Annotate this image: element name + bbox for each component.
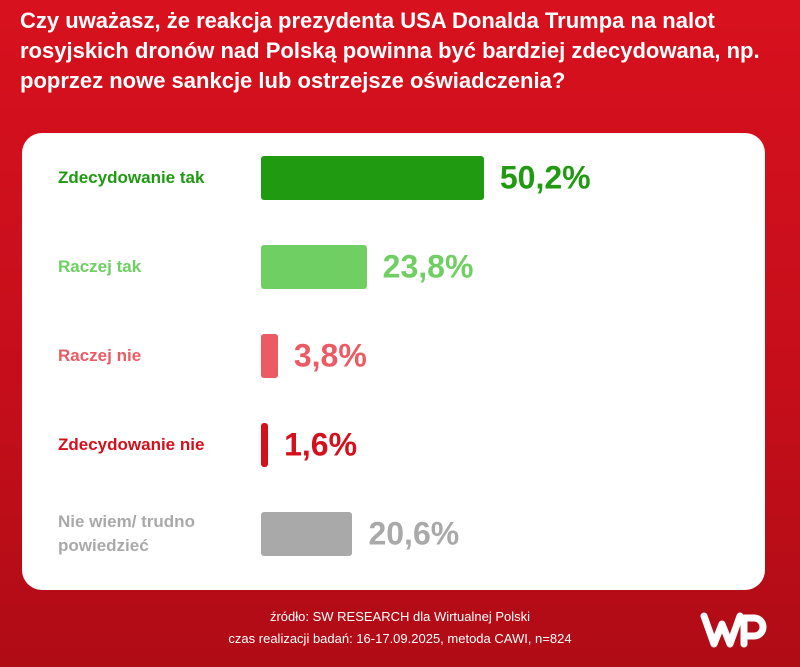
bar bbox=[261, 245, 367, 289]
bar bbox=[261, 156, 484, 200]
bar bbox=[261, 512, 353, 556]
value-label: 50,2% bbox=[499, 159, 591, 196]
bar bbox=[261, 334, 278, 378]
source: źródło: SW RESEARCH dla Wirtualnej Polsk… bbox=[269, 609, 531, 624]
chart-card: Zdecydowanie tak 50,2% Raczej tak 23,8% Racz… bbox=[22, 133, 765, 590]
value-label: 23,8% bbox=[382, 248, 474, 285]
bar bbox=[261, 423, 269, 467]
footnote: czas realizacji badań: 16-17.09.2025, me… bbox=[228, 631, 572, 646]
chart-title: Czy uważasz, że reakcja prezydenta USA D… bbox=[20, 8, 760, 93]
value-label: 3,8% bbox=[293, 337, 367, 374]
category-label: Nie wiem/ trudno powiedzieć bbox=[58, 512, 195, 555]
category-label: Raczej tak bbox=[58, 257, 142, 276]
value-label: 20,6% bbox=[368, 515, 460, 552]
value-label: 1,6% bbox=[284, 426, 358, 463]
category-label: Zdecydowanie nie bbox=[58, 435, 205, 454]
category-label: Raczej nie bbox=[58, 346, 142, 365]
logo bbox=[700, 612, 767, 648]
category-label: Zdecydowanie tak bbox=[58, 168, 205, 187]
